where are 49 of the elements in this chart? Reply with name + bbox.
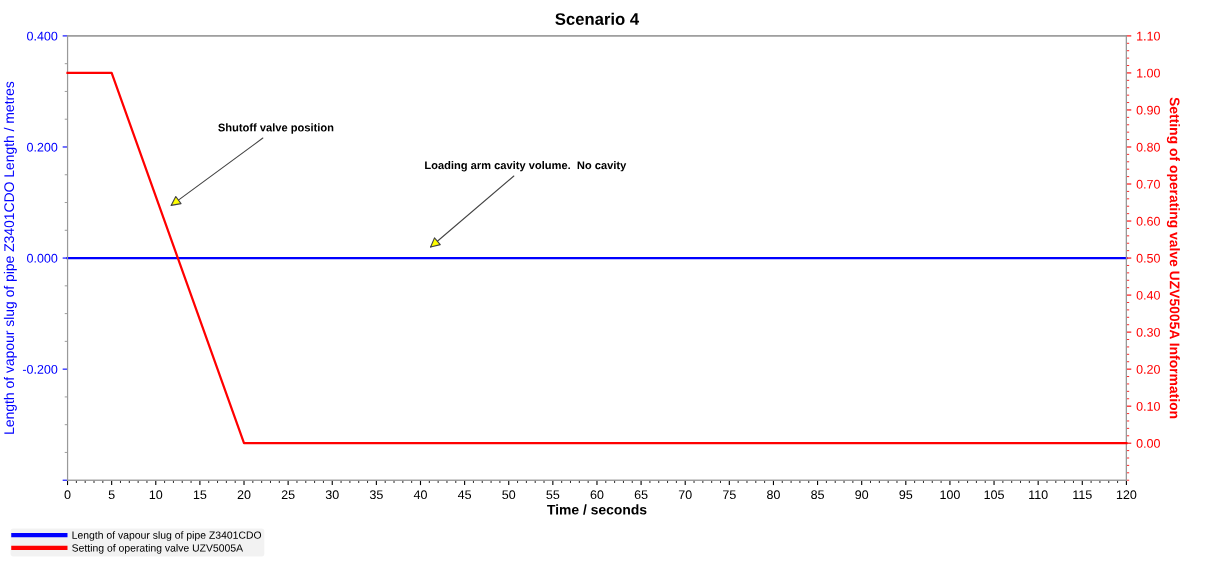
x-tick-label: 105 [984, 490, 1004, 500]
x-tick-label: 25 [281, 490, 295, 500]
x-tick-label: 40 [413, 490, 427, 500]
x-tick-label: 95 [899, 490, 913, 500]
annotation: Loading arm cavity volume. No cavity [425, 161, 627, 172]
y2-tick-label: 0.10 [1136, 401, 1160, 411]
x-tick-label: 60 [590, 490, 604, 500]
y-tick-label: 0.000 [27, 253, 58, 263]
y2-tick-label: 0.30 [1136, 327, 1160, 337]
y2-tick-label: 0.50 [1136, 253, 1160, 263]
x-tick-label: 45 [457, 490, 472, 500]
y2-tick-label: 0.80 [1136, 142, 1160, 152]
x-tick-label: 115 [1073, 490, 1092, 500]
y2-tick-label: 0.60 [1136, 216, 1160, 226]
y2-tick-label: 0.40 [1136, 290, 1160, 300]
y2-tick-label: 0.90 [1136, 105, 1160, 115]
x-tick-label: 0 [64, 490, 71, 500]
x-tick-label: 65 [634, 490, 648, 500]
x-tick-label: 85 [811, 490, 824, 500]
y2-tick-label: 0.00 [1136, 438, 1160, 448]
y2-tick-label: 0.20 [1136, 364, 1160, 374]
annotation: Shutoff valve position [218, 123, 334, 134]
x-tick-label: 50 [502, 490, 516, 500]
x-tick-label: 110 [1029, 490, 1048, 500]
x-tick-label: 120 [1116, 490, 1137, 500]
x-tick-label: 5 [108, 490, 115, 500]
chart-title: Scenario 4 [555, 12, 640, 25]
x-tick-label: 100 [940, 490, 960, 500]
y-tick-label: -0.200 [22, 364, 58, 374]
legend-label: Length of vapour slug of pipe Z3401CDO [72, 531, 262, 541]
y2-tick-label: 1.00 [1137, 68, 1160, 78]
y-tick-label: 0.400 [27, 31, 58, 41]
x-axis-title: Time / seconds [547, 504, 647, 515]
x-tick-label: 75 [723, 490, 736, 500]
x-tick-label: 90 [855, 490, 869, 500]
y-axis-title: Length of vapour slug of pipe Z3401CDO Length / metres [3, 81, 17, 434]
x-tick-label: 80 [767, 490, 780, 500]
x-tick-label: 30 [325, 490, 339, 500]
x-tick-label: 10 [149, 490, 163, 500]
y2-axis-title: Setting of operating valve UZV5005A Information [1166, 97, 1180, 419]
x-tick-label: 55 [546, 490, 560, 500]
y2-tick-label: 1.10 [1137, 31, 1160, 41]
y2-tick-label: 0.70 [1136, 179, 1160, 189]
y-tick-label: 0.200 [27, 142, 58, 152]
x-tick-label: 15 [193, 490, 207, 500]
x-tick-label: 70 [678, 490, 692, 500]
x-tick-label: 20 [237, 490, 251, 500]
x-tick-label: 35 [369, 490, 383, 500]
legend-label: Setting of operating valve UZV5005A [72, 544, 244, 554]
